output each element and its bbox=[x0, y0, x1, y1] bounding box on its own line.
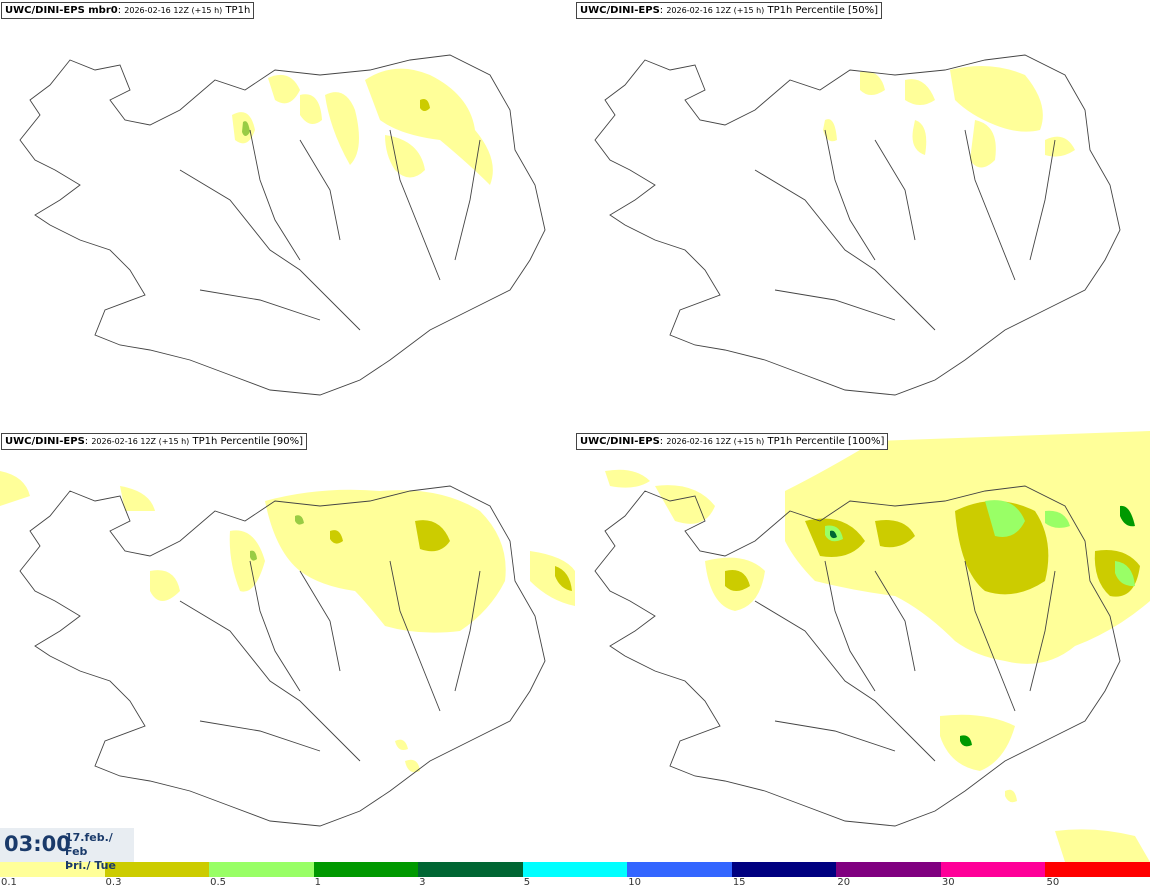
coastline bbox=[594, 485, 1121, 827]
map-panel-p50: UWC/DINI-EPS: 2026-02-16 12Z (+15 h) TP1… bbox=[575, 0, 1150, 431]
param-name: TP1h Percentile [100%] bbox=[767, 436, 885, 447]
iceland-map bbox=[594, 431, 1150, 862]
model-name: UWC/DINI-EPS bbox=[580, 5, 660, 16]
coastline bbox=[594, 54, 1121, 396]
colorbar-swatch bbox=[836, 862, 941, 877]
colorbar-tick-label: 1 bbox=[314, 877, 321, 888]
colorbar-swatch bbox=[0, 862, 105, 877]
map-panel-p90: UWC/DINI-EPS: 2026-02-16 12Z (+15 h) TP1… bbox=[0, 431, 575, 862]
colorbar bbox=[0, 862, 1150, 877]
colorbar-swatch bbox=[522, 862, 628, 877]
colorbar-swatch bbox=[209, 862, 314, 877]
panel-title: UWC/DINI-EPS: 2026-02-16 12Z (+15 h) TP1… bbox=[576, 433, 889, 450]
colorbar-ticks: 0.1 0.3 0.5 1 3 5 10 15 20 30 50 bbox=[0, 876, 1150, 891]
colorbar-swatch bbox=[940, 862, 1046, 877]
map-panel-p100: UWC/DINI-EPS: 2026-02-16 12Z (+15 h) TP1… bbox=[575, 431, 1150, 862]
colorbar-tick-label: 0.3 bbox=[105, 877, 122, 888]
iceland-map bbox=[594, 54, 1121, 396]
iceland-map bbox=[19, 54, 546, 396]
model-name: UWC/DINI-EPS mbr0 bbox=[5, 5, 118, 16]
valid-date: 17.feb./ Feb Þri./ Tue bbox=[65, 831, 134, 873]
map-panel-mbr0: UWC/DINI-EPS mbr0: 2026-02-16 12Z (+15 h… bbox=[0, 0, 575, 431]
colorbar-tick-label: 0.1 bbox=[1, 877, 17, 888]
colorbar-swatch bbox=[418, 862, 523, 877]
colorbar-swatch bbox=[1045, 862, 1150, 877]
precip-field bbox=[605, 431, 1150, 862]
colorbar-tick-label: 10 bbox=[628, 877, 641, 888]
run-time: 2026-02-16 12Z (+15 h) bbox=[91, 437, 190, 446]
run-time: 2026-02-16 12Z (+15 h) bbox=[124, 6, 223, 15]
colorbar-swatch bbox=[313, 862, 419, 877]
valid-weekday-line: Þri./ Tue bbox=[65, 859, 116, 872]
iceland-map bbox=[0, 471, 575, 827]
colorbar-tick-label: 20 bbox=[837, 877, 851, 888]
panel-title: UWC/DINI-EPS: 2026-02-16 12Z (+15 h) TP1… bbox=[1, 433, 308, 450]
colorbar-tick-label: 5 bbox=[523, 877, 531, 888]
param-name: TP1h Percentile [50%] bbox=[767, 5, 879, 16]
colorbar-tick-label: 15 bbox=[732, 877, 746, 888]
model-name: UWC/DINI-EPS bbox=[580, 436, 660, 447]
colorbar-swatch bbox=[731, 862, 837, 877]
colorbar-tick-label: 30 bbox=[941, 877, 955, 888]
precip-field bbox=[232, 68, 493, 185]
valid-time: 03:00 bbox=[4, 832, 71, 856]
param-name: TP1h bbox=[225, 5, 251, 16]
colorbar-swatch bbox=[104, 862, 210, 877]
precip-field bbox=[0, 471, 575, 773]
colorbar-tick-label: 50 bbox=[1046, 877, 1060, 888]
model-name: UWC/DINI-EPS bbox=[5, 436, 85, 447]
colorbar-swatch bbox=[627, 862, 732, 877]
param-name: TP1h Percentile [90%] bbox=[192, 436, 304, 447]
panel-title: UWC/DINI-EPS mbr0: 2026-02-16 12Z (+15 h… bbox=[1, 2, 255, 19]
precip-field bbox=[823, 66, 1075, 168]
colorbar-tick-label: 3 bbox=[419, 877, 426, 888]
valid-time-box: 03:00 17.feb./ Feb Þri./ Tue bbox=[0, 828, 134, 872]
colorbar-tick-label: 0.5 bbox=[210, 877, 226, 888]
run-time: 2026-02-16 12Z (+15 h) bbox=[666, 437, 765, 446]
coastline bbox=[19, 54, 546, 396]
coastline bbox=[19, 485, 546, 827]
panel-title: UWC/DINI-EPS: 2026-02-16 12Z (+15 h) TP1… bbox=[576, 2, 883, 19]
valid-date-line: 17.feb./ Feb bbox=[65, 831, 113, 858]
run-time: 2026-02-16 12Z (+15 h) bbox=[666, 6, 765, 15]
